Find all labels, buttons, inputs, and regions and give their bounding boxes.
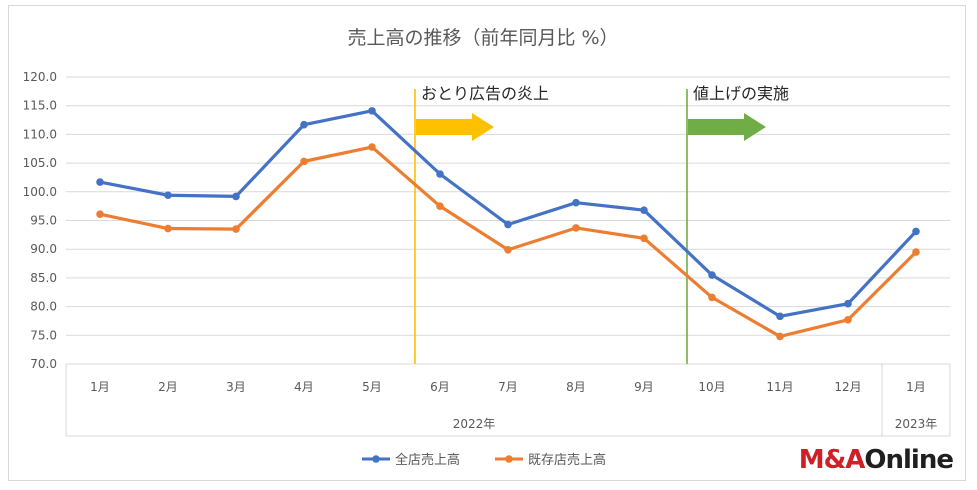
legend-label: 全店売上高 <box>395 452 460 468</box>
data-point <box>572 198 580 207</box>
data-point <box>912 248 920 256</box>
data-point <box>300 157 308 166</box>
data-point <box>164 224 172 233</box>
x-tick-label: 5月 <box>362 380 382 394</box>
series-line <box>98 109 918 318</box>
y-tick-label: 100.0 <box>23 185 57 199</box>
data-point <box>504 220 512 229</box>
chart-title: 売上高の推移（前年同月比 %） <box>347 27 618 49</box>
data-point <box>96 210 104 218</box>
data-point <box>844 316 852 324</box>
y-tick-label: 90.0 <box>30 242 57 256</box>
data-point <box>368 143 376 151</box>
x-tick-label: 4月 <box>294 380 314 394</box>
data-point <box>300 120 308 129</box>
data-point <box>96 178 104 186</box>
data-point <box>912 227 920 236</box>
x-tick-label: 9月 <box>634 380 654 394</box>
data-point <box>640 206 648 214</box>
series-line <box>98 145 918 339</box>
y-tick-label: 115.0 <box>23 99 57 113</box>
x-tick-label: 8月 <box>566 380 586 394</box>
annotation-arrow <box>416 113 494 141</box>
data-point <box>640 234 648 243</box>
data-point <box>232 225 240 233</box>
x-tick-label: 3月 <box>226 380 246 394</box>
x-tick-label: 6月 <box>430 380 450 394</box>
data-point <box>164 191 172 200</box>
year-group-label: 2022年 <box>453 417 496 431</box>
annotation-label: 値上げの実施 <box>693 84 789 103</box>
x-tick-label: 12月 <box>834 380 861 394</box>
legend-marker <box>372 455 380 463</box>
y-tick-label: 120.0 <box>23 70 57 84</box>
legend-label: 既存店売上高 <box>528 452 606 468</box>
x-tick-label: 7月 <box>498 380 518 394</box>
data-point <box>368 107 376 115</box>
annotation-arrow <box>688 113 766 141</box>
data-point <box>436 202 444 210</box>
x-tick-label: 11月 <box>766 380 793 394</box>
y-tick-label: 85.0 <box>30 271 57 285</box>
x-tick-label: 10月 <box>698 380 725 394</box>
x-tick-label: 1月 <box>906 380 926 394</box>
x-tick-label: 1月 <box>90 380 110 394</box>
data-point <box>504 245 512 254</box>
brand-logo: M&AOnline <box>798 445 954 475</box>
y-tick-label: 80.0 <box>30 300 57 314</box>
y-tick-label: 105.0 <box>23 156 57 170</box>
data-point <box>232 192 240 201</box>
y-tick-label: 70.0 <box>30 357 57 371</box>
x-tick-label: 2月 <box>158 380 178 394</box>
annotation-label: おとり広告の炎上 <box>421 84 549 103</box>
data-point <box>708 293 716 302</box>
data-point <box>572 224 580 232</box>
data-point <box>844 299 852 308</box>
chart-frame <box>8 5 966 481</box>
data-point <box>708 271 716 279</box>
y-tick-label: 110.0 <box>23 127 57 141</box>
legend-marker <box>505 455 513 463</box>
y-tick-label: 95.0 <box>30 214 57 228</box>
data-point <box>436 170 444 178</box>
data-point <box>776 312 784 321</box>
data-point <box>776 332 784 341</box>
y-tick-label: 75.0 <box>30 328 57 342</box>
year-group-label: 2023年 <box>895 417 938 431</box>
